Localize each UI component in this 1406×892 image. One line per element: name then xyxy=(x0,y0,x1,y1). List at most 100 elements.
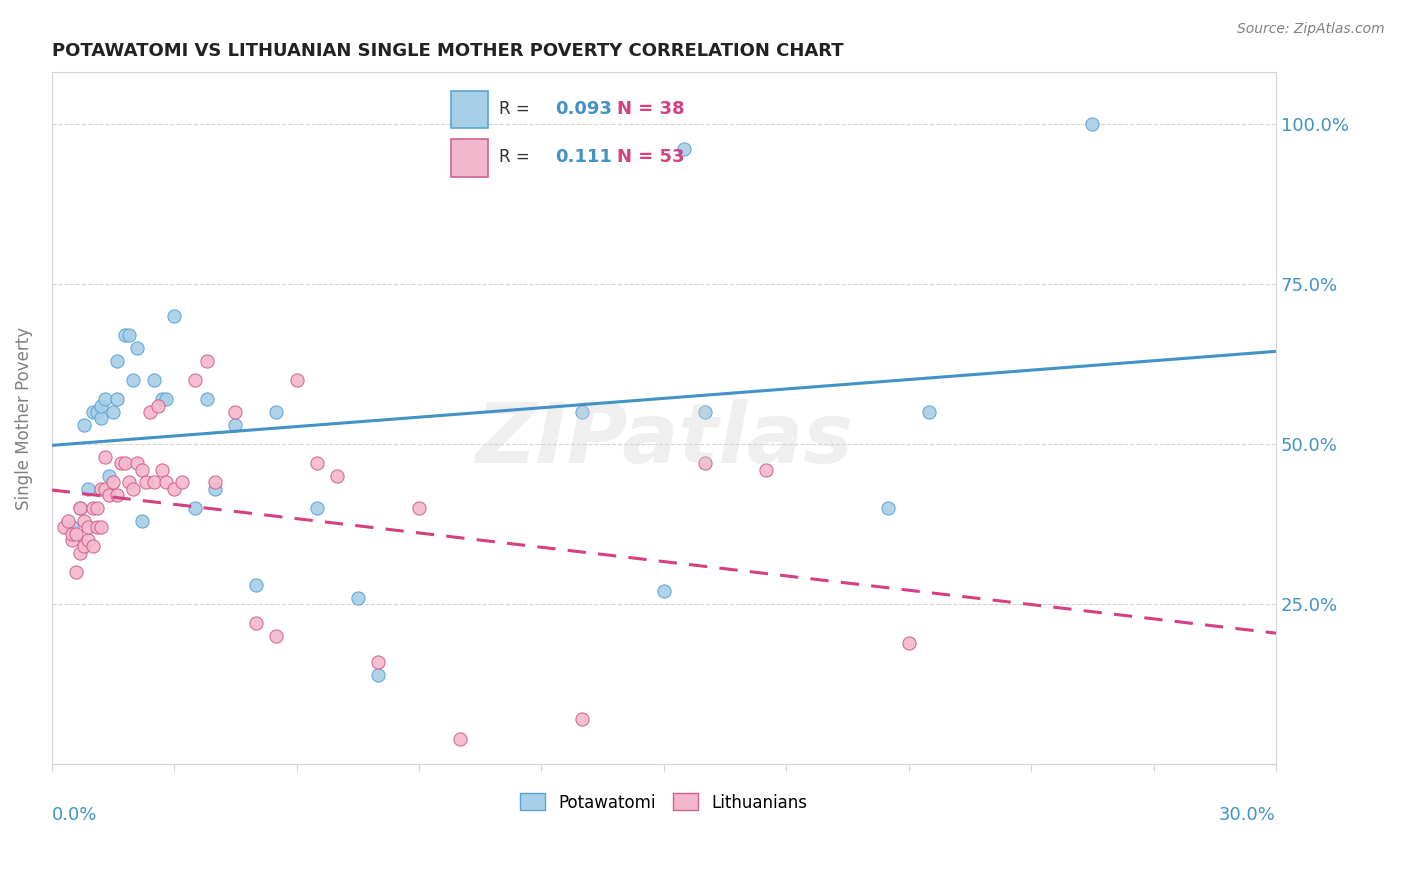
Point xyxy=(73,540,96,554)
Point xyxy=(60,526,83,541)
Point xyxy=(105,353,128,368)
Point xyxy=(146,399,169,413)
Point xyxy=(367,655,389,669)
Text: N = 53: N = 53 xyxy=(617,148,685,166)
Point xyxy=(110,456,132,470)
Point xyxy=(264,629,287,643)
Point xyxy=(97,488,120,502)
Point xyxy=(172,475,194,490)
Point xyxy=(326,469,349,483)
Point xyxy=(114,328,136,343)
Point xyxy=(142,373,165,387)
Point xyxy=(183,373,205,387)
Point xyxy=(82,405,104,419)
Point xyxy=(131,514,153,528)
Legend: Potawatomi, Lithuanians: Potawatomi, Lithuanians xyxy=(513,787,814,818)
Point xyxy=(285,373,308,387)
Point xyxy=(122,482,145,496)
Point xyxy=(155,392,177,406)
Point xyxy=(90,482,112,496)
Point xyxy=(127,456,149,470)
Text: 0.093: 0.093 xyxy=(555,100,612,118)
Point xyxy=(652,584,675,599)
Point xyxy=(224,417,246,432)
Point xyxy=(195,353,218,368)
Point xyxy=(877,501,900,516)
Point xyxy=(163,482,186,496)
Point xyxy=(142,475,165,490)
Point xyxy=(90,411,112,425)
Point xyxy=(305,501,328,516)
FancyBboxPatch shape xyxy=(451,139,488,177)
Point xyxy=(77,482,100,496)
Point xyxy=(56,514,79,528)
Point xyxy=(693,405,716,419)
Text: POTAWATOMI VS LITHUANIAN SINGLE MOTHER POVERTY CORRELATION CHART: POTAWATOMI VS LITHUANIAN SINGLE MOTHER P… xyxy=(52,42,844,60)
Point xyxy=(90,399,112,413)
Point xyxy=(86,405,108,419)
Text: 0.111: 0.111 xyxy=(555,148,612,166)
Point xyxy=(65,565,87,579)
Point xyxy=(94,482,117,496)
Point xyxy=(204,475,226,490)
Point xyxy=(127,341,149,355)
Point xyxy=(86,501,108,516)
Point xyxy=(918,405,941,419)
Point xyxy=(183,501,205,516)
Point xyxy=(105,488,128,502)
Point xyxy=(755,462,778,476)
Y-axis label: Single Mother Poverty: Single Mother Poverty xyxy=(15,326,32,510)
Point xyxy=(105,392,128,406)
Text: Source: ZipAtlas.com: Source: ZipAtlas.com xyxy=(1237,22,1385,37)
Point xyxy=(65,526,87,541)
Point xyxy=(673,142,696,156)
Point xyxy=(73,514,96,528)
Point xyxy=(224,405,246,419)
Text: 30.0%: 30.0% xyxy=(1219,805,1277,824)
Point xyxy=(571,405,593,419)
Point xyxy=(122,373,145,387)
Point xyxy=(897,635,920,649)
Point xyxy=(60,533,83,547)
Point xyxy=(135,475,157,490)
Point xyxy=(346,591,368,605)
Text: N = 38: N = 38 xyxy=(617,100,685,118)
Point xyxy=(69,501,91,516)
Point xyxy=(101,405,124,419)
Text: R =: R = xyxy=(499,100,536,118)
Point xyxy=(150,462,173,476)
Point xyxy=(69,501,91,516)
Point xyxy=(155,475,177,490)
Point xyxy=(53,520,76,534)
Point xyxy=(73,417,96,432)
Point xyxy=(131,462,153,476)
Point xyxy=(571,713,593,727)
Point xyxy=(367,667,389,681)
Point xyxy=(195,392,218,406)
Point xyxy=(77,520,100,534)
Point xyxy=(77,533,100,547)
Point xyxy=(408,501,430,516)
Point xyxy=(97,469,120,483)
Point xyxy=(150,392,173,406)
Point xyxy=(245,616,267,631)
Point xyxy=(449,731,471,746)
Point xyxy=(82,540,104,554)
Point xyxy=(118,328,141,343)
Text: 0.0%: 0.0% xyxy=(52,805,97,824)
Point xyxy=(163,309,186,323)
Point xyxy=(101,475,124,490)
Point xyxy=(90,520,112,534)
Text: R =: R = xyxy=(499,148,540,166)
Point xyxy=(305,456,328,470)
Point xyxy=(86,520,108,534)
Point xyxy=(82,501,104,516)
FancyBboxPatch shape xyxy=(451,91,488,128)
Point xyxy=(69,546,91,560)
Point xyxy=(693,456,716,470)
Point xyxy=(264,405,287,419)
Point xyxy=(94,392,117,406)
Point xyxy=(94,450,117,464)
Point xyxy=(114,456,136,470)
Text: ZIPatlas: ZIPatlas xyxy=(475,399,853,480)
